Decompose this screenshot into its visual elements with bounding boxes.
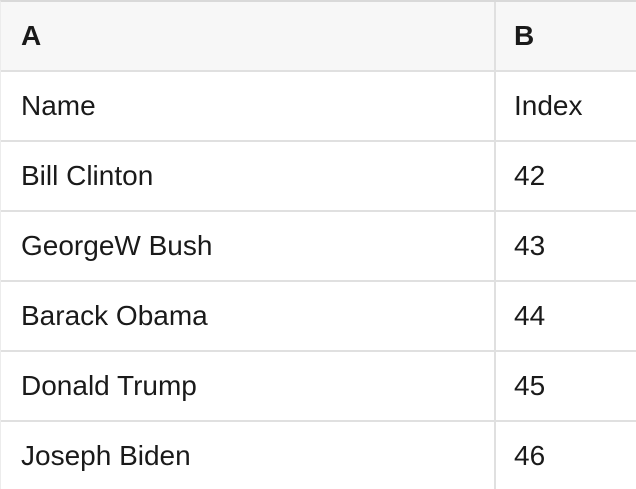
column-header-b[interactable]: B [514,20,535,51]
table-row: Name Index [1,72,636,142]
table-row: Donald Trump 45 [1,352,636,422]
table-row: Joseph Biden 46 [1,422,636,489]
cell-name-donald-trump[interactable]: Donald Trump [1,352,496,420]
cell-name-header[interactable]: Name [1,72,496,140]
table-row: Barack Obama 44 [1,282,636,352]
cell-name-georgew-bush[interactable]: GeorgeW Bush [1,212,496,280]
cell-index-46[interactable]: 46 [514,440,546,471]
cell-index-45[interactable]: 45 [514,370,546,401]
cell-index-header[interactable]: Index [514,90,583,121]
cell-index-44[interactable]: 44 [514,300,546,331]
column-header-row: A B [1,2,636,72]
cell-name-bill-clinton[interactable]: Bill Clinton [1,142,496,210]
table-row: GeorgeW Bush 43 [1,212,636,282]
table-row: Bill Clinton 42 [1,142,636,212]
cell-name-barack-obama[interactable]: Barack Obama [1,282,496,350]
cell-name-joseph-biden[interactable]: Joseph Biden [1,422,496,489]
column-header-a[interactable]: A [1,2,496,70]
cell-index-43[interactable]: 43 [514,230,546,261]
cell-index-42[interactable]: 42 [514,160,546,191]
